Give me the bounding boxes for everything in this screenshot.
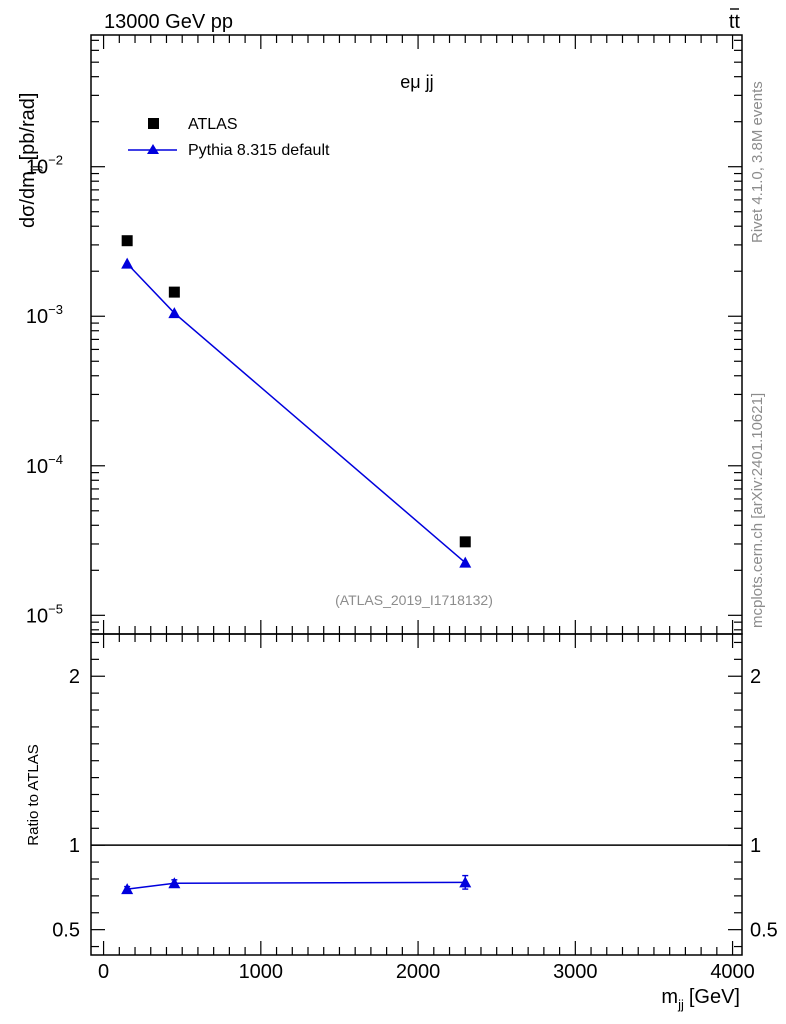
main-y-label-unit: [pb/rad] bbox=[17, 93, 39, 161]
ratio-y-tick-label-left: 1 bbox=[69, 835, 80, 857]
ratio-panel-frame bbox=[90, 633, 743, 956]
atlas-point bbox=[459, 536, 471, 548]
analysis-label: (ATLAS_2019_I1718132) bbox=[335, 592, 493, 608]
x-label-sub: jj bbox=[677, 997, 684, 1012]
mcplots-label: mcplots.cern.ch [arXiv:2401.10621] bbox=[749, 393, 766, 628]
main-y-tick-label: 10−4 bbox=[26, 452, 63, 478]
main-y-tick-exp: −2 bbox=[48, 153, 63, 168]
atlas-point bbox=[121, 235, 133, 247]
main-axis-ticks: 10−210−310−410−5 bbox=[26, 39, 742, 631]
pythia-point bbox=[168, 307, 181, 319]
main-y-tick-exp: −5 bbox=[48, 601, 63, 616]
ratio-point bbox=[459, 876, 472, 888]
x-tick-label: 4000 bbox=[710, 961, 755, 983]
legend-atlas-marker bbox=[148, 118, 159, 129]
x-axis-label: mjj [GeV] bbox=[661, 986, 740, 1012]
ratio-point bbox=[168, 877, 181, 889]
legend-pythia-marker bbox=[147, 144, 159, 154]
pythia-point bbox=[459, 556, 472, 568]
x-axis-ticks: 0 1000 2000 3000 4000 bbox=[98, 35, 755, 983]
x-tick-label: 2000 bbox=[396, 961, 441, 983]
ratio-y-tick-label-right: 1 bbox=[750, 835, 761, 857]
legend-pythia-label: Pythia 8.315 default bbox=[188, 142, 330, 159]
ratio-y-tick-label-left: 2 bbox=[69, 666, 80, 688]
main-y-tick-label: 10−3 bbox=[26, 302, 63, 328]
main-y-tick-label: 10−2 bbox=[26, 153, 63, 179]
legend-atlas-label: ATLAS bbox=[188, 116, 238, 133]
ratio-y-axis-label: Ratio to ATLAS bbox=[25, 744, 42, 845]
main-y-label-sub: jj bbox=[28, 165, 43, 172]
main-y-tick-base: 10 bbox=[26, 605, 48, 627]
main-y-tick-base: 10 bbox=[26, 157, 48, 179]
pythia-line bbox=[126, 263, 466, 564]
main-y-axis-label: dσ/dmjj [pb/rad] bbox=[17, 93, 43, 228]
process-label: tt bbox=[729, 8, 741, 33]
main-y-tick-label: 10−5 bbox=[26, 601, 63, 627]
legend: ATLAS Pythia 8.315 default bbox=[128, 116, 330, 159]
ratio-y-tick-label-left: 0.5 bbox=[52, 920, 80, 942]
ratio-series-layer bbox=[121, 874, 472, 895]
ratio-axis-ticks: 0.5 0.5 1 1 2 2 bbox=[52, 641, 778, 948]
x-tick-label: 1000 bbox=[239, 961, 284, 983]
channel-label: eμ jj bbox=[400, 72, 433, 92]
ratio-y-tick-label-right: 0.5 bbox=[750, 920, 778, 942]
main-y-tick-base: 10 bbox=[26, 456, 48, 478]
x-tick-label: 3000 bbox=[553, 961, 598, 983]
main-y-tick-base: 10 bbox=[26, 306, 48, 328]
main-y-tick-exp: −3 bbox=[48, 302, 63, 317]
main-series-layer bbox=[121, 235, 472, 568]
ratio-y-tick-label-right: 2 bbox=[750, 666, 761, 688]
main-y-label-main: dσ/dm bbox=[17, 171, 39, 228]
process-label-text: tt bbox=[729, 11, 741, 33]
rivet-label: Rivet 4.1.0, 3.8M events bbox=[749, 81, 766, 243]
main-y-tick-exp: −4 bbox=[48, 452, 63, 467]
ratio-point bbox=[121, 883, 134, 895]
pythia-point bbox=[121, 257, 134, 269]
x-tick-label: 0 bbox=[98, 961, 109, 983]
atlas-point bbox=[168, 286, 180, 298]
energy-label: 13000 GeV pp bbox=[104, 11, 233, 33]
x-label-unit: [GeV] bbox=[689, 986, 740, 1008]
x-label-main: m bbox=[661, 986, 678, 1008]
